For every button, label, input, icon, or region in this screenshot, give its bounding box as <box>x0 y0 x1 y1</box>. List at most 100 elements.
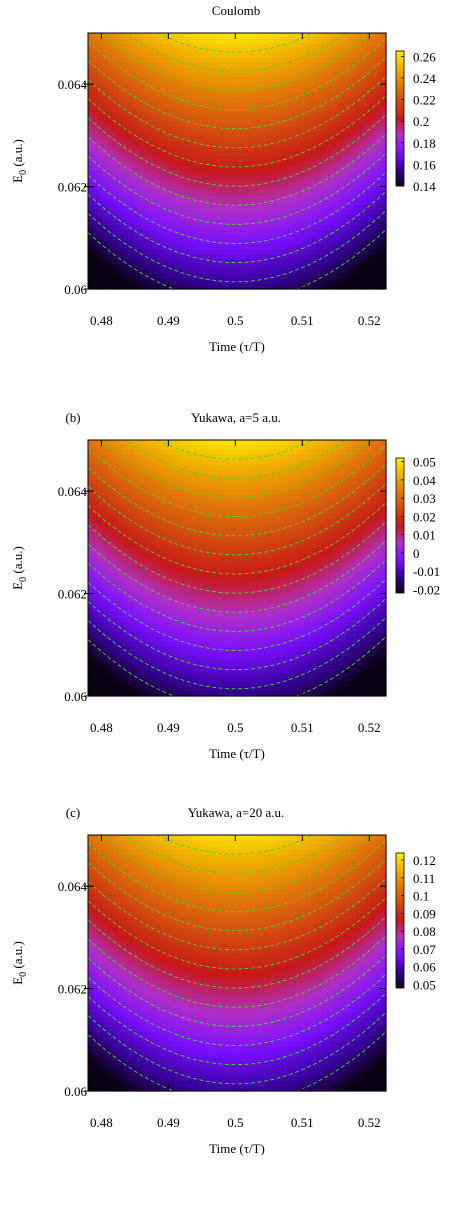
heatmap-cell <box>341 57 347 64</box>
heatmap-cell <box>142 185 149 192</box>
heatmap-cell <box>152 225 159 231</box>
heatmap-cell <box>122 563 129 569</box>
heatmap-cell <box>142 612 149 618</box>
heatmap-cell <box>147 234 154 241</box>
heatmap-cell <box>232 87 238 93</box>
heatmap-cell <box>92 636 99 643</box>
heatmap-cell <box>291 97 298 103</box>
heatmap-cell <box>301 259 308 265</box>
heatmap-cell <box>346 62 352 69</box>
heatmap-cell <box>291 111 298 118</box>
heatmap-cell <box>361 126 367 133</box>
heatmap-cell <box>127 215 134 221</box>
heatmap-cell <box>142 165 149 172</box>
heatmap-cell <box>207 484 213 490</box>
heatmap-cell <box>122 234 129 241</box>
heatmap-cell <box>137 97 144 103</box>
heatmap-cell <box>291 33 298 39</box>
heatmap-cell <box>276 269 283 275</box>
heatmap-cell <box>207 592 213 599</box>
heatmap-cell <box>147 671 154 677</box>
heatmap-cell <box>187 494 193 500</box>
heatmap-cell <box>132 180 139 187</box>
heatmap-cell <box>256 469 263 476</box>
heatmap-cell <box>241 72 248 78</box>
heatmap-cell <box>361 101 367 108</box>
heatmap-cell <box>227 175 233 182</box>
heatmap-cell <box>107 161 114 167</box>
heatmap-cell <box>197 523 203 530</box>
heatmap-cell <box>172 479 178 485</box>
heatmap-cell <box>192 538 198 544</box>
x-tick-label: 0.5 <box>227 313 243 328</box>
heatmap-cell <box>127 518 134 525</box>
heatmap-cell <box>172 681 178 687</box>
heatmap-cell <box>351 185 357 192</box>
heatmap-cell <box>192 440 198 446</box>
heatmap-cell <box>321 101 327 108</box>
heatmap-cell <box>187 165 193 172</box>
heatmap-cell <box>232 661 238 668</box>
heatmap-cell <box>192 533 198 540</box>
heatmap-cell <box>172 440 178 446</box>
heatmap-cell <box>137 494 144 500</box>
heatmap-cell <box>97 82 104 88</box>
heatmap-cell <box>152 190 159 197</box>
heatmap-cell <box>311 185 318 192</box>
heatmap-cell <box>182 249 188 256</box>
heatmap-cell <box>132 641 139 648</box>
heatmap-cell <box>232 464 238 471</box>
heatmap-cell <box>137 632 144 638</box>
heatmap-cell <box>266 185 273 192</box>
heatmap-cell <box>271 87 278 93</box>
heatmap-cell <box>341 200 347 206</box>
heatmap-cell <box>197 195 203 201</box>
heatmap-cell <box>356 111 362 118</box>
heatmap-cell <box>97 111 104 118</box>
heatmap-cell <box>162 47 169 54</box>
heatmap-cell <box>361 37 367 44</box>
heatmap-cell <box>107 141 114 147</box>
heatmap-cell <box>97 195 104 201</box>
heatmap-cell <box>241 508 248 515</box>
heatmap-cell <box>182 190 188 197</box>
heatmap-cell <box>142 200 149 206</box>
heatmap-cell <box>88 661 94 668</box>
heatmap-cell <box>311 47 318 54</box>
heatmap-cell <box>182 116 188 123</box>
heatmap-cell <box>286 284 293 290</box>
heatmap-cell <box>132 553 139 559</box>
heatmap-cell <box>172 205 178 211</box>
heatmap-cell <box>182 577 188 584</box>
heatmap-cell <box>187 602 193 608</box>
heatmap-cell <box>381 156 387 162</box>
heatmap-cell <box>346 244 352 251</box>
heatmap-cell <box>301 254 308 261</box>
heatmap-cell <box>222 146 228 152</box>
heatmap-cell <box>157 459 164 466</box>
heatmap-cell <box>88 131 94 137</box>
heatmap-cell <box>132 42 139 49</box>
heatmap-cell <box>187 676 193 682</box>
heatmap-cell <box>92 170 99 177</box>
heatmap-cell <box>366 151 372 157</box>
heatmap-cell <box>217 676 223 682</box>
heatmap-cell <box>97 651 104 658</box>
heatmap-cell <box>97 538 104 544</box>
heatmap-cell <box>356 67 362 73</box>
heatmap-cell <box>246 92 253 98</box>
heatmap-cell <box>241 151 248 157</box>
heatmap-cell <box>266 269 273 275</box>
heatmap-cell <box>122 469 129 476</box>
heatmap-cell <box>241 612 248 618</box>
heatmap-cell <box>92 269 99 275</box>
heatmap-cell <box>117 612 124 618</box>
heatmap-cell <box>152 156 159 162</box>
heatmap-cell <box>321 239 327 246</box>
heatmap-cell <box>222 548 228 554</box>
heatmap-cell <box>256 479 263 485</box>
heatmap-cell <box>336 106 342 113</box>
heatmap-cell <box>122 111 129 118</box>
heatmap-cell <box>172 464 178 471</box>
heatmap-cell <box>301 146 308 152</box>
